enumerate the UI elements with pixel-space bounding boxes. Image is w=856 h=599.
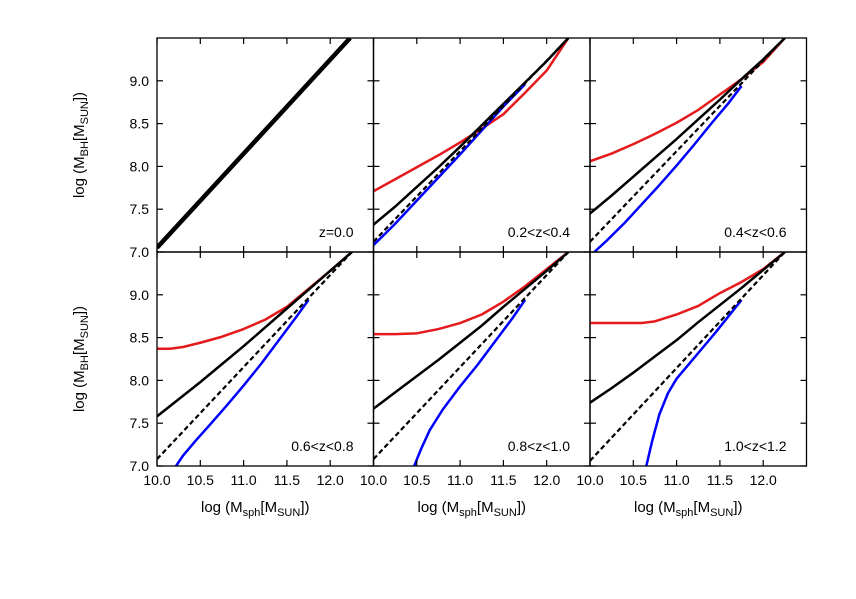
y-tick-label: 8.0 [130, 372, 150, 388]
y-tick-label: 8.5 [130, 330, 150, 346]
series-line-4 [373, 38, 570, 243]
y-tick-label: 9.0 [130, 73, 150, 89]
series-line-1 [373, 38, 570, 193]
x-axis-title-3: log (Msph[MSUN]) [634, 499, 743, 519]
series-line-4 [373, 252, 570, 460]
panel-6: 10.0 10.5 11.0 11.5 12.0 1.0<z<1.2 [576, 251, 808, 488]
x-tick-label: 10.5 [620, 472, 647, 488]
x-tick-label: 11.5 [490, 472, 516, 488]
panel-5: 10.0 10.5 11.0 11.5 12.0 0.8<z<1.0 [360, 251, 591, 488]
x-tick-label: 11.5 [274, 472, 300, 488]
x-tick-label: 10.0 [360, 472, 387, 488]
panel-series [157, 38, 352, 250]
x-axis-title-1: log (Msph[MSUN]) [201, 499, 310, 519]
x-tick-label: 12.0 [750, 472, 777, 488]
series-line-2 [590, 252, 786, 404]
panel-redshift-label: 0.6<z<0.8 [291, 438, 353, 454]
series-line-3 [593, 85, 743, 252]
series-line-3 [645, 299, 743, 466]
panel-series [373, 38, 570, 247]
panel-frame [372, 37, 591, 253]
series-line-1 [590, 38, 786, 163]
y-tick-label: 8.5 [130, 116, 150, 132]
panel-2: 0.2<z<0.4 [372, 37, 591, 253]
y-tick-label: 7.5 [130, 201, 150, 217]
panel-series [157, 252, 353, 466]
x-axis-title-2: log (Msph[MSUN]) [417, 499, 526, 519]
x-tick-label: 10.5 [403, 472, 430, 488]
series-line-2 [590, 38, 786, 215]
series-line-1 [157, 252, 353, 350]
series-line-2 [157, 252, 353, 418]
panel-series [373, 252, 570, 466]
series-line-3 [175, 299, 310, 466]
series-line-3 [413, 299, 527, 466]
panel-frame [589, 251, 808, 467]
series-line-2 [373, 252, 570, 410]
panel-frame [589, 37, 808, 253]
x-tick-label: 10.0 [576, 472, 603, 488]
panel-redshift-label: 0.4<z<0.6 [724, 224, 786, 240]
y-axis-title-bottom: log (MBH[MSUN]) [71, 306, 91, 412]
y-tick-label: 7.0 [130, 244, 150, 260]
x-tick-label: 12.0 [317, 472, 344, 488]
x-tick-label: 10.5 [187, 472, 214, 488]
x-tick-label: 11.0 [447, 472, 473, 488]
y-tick-label: 7.0 [130, 458, 150, 474]
panel-series [590, 252, 786, 466]
series-line-1 [157, 38, 352, 250]
series-line-2 [373, 38, 570, 226]
x-tick-label: 10.0 [143, 472, 170, 488]
panel-3: 0.4<z<0.6 [589, 37, 808, 253]
series-line-4 [590, 38, 786, 243]
panel-redshift-label: 0.8<z<1.0 [508, 438, 570, 454]
x-tick-label: 11.0 [230, 472, 256, 488]
y-axis-title-top: log (MBH[MSUN]) [71, 92, 91, 198]
series-line-1 [373, 252, 570, 336]
panel-1: 7.0 7.5 8.0 8.5 9.0 z=0.0 [130, 37, 375, 260]
series-line-4 [157, 252, 353, 460]
y-tick-label: 9.0 [130, 287, 150, 303]
panel-series [590, 38, 786, 252]
panel-frame [156, 37, 375, 253]
x-tick-label: 11.5 [707, 472, 733, 488]
x-tick-label: 11.0 [663, 472, 689, 488]
panel-redshift-label: 1.0<z<1.2 [724, 438, 786, 454]
y-tick-label: 7.5 [130, 415, 150, 431]
series-line-1 [590, 252, 786, 325]
panel-4: 7.0 7.5 8.0 8.5 9.0 10.0 10.5 11.0 11.5 12.0 0.6<z… [130, 251, 375, 488]
panel-redshift-label: 0.2<z<0.4 [508, 224, 570, 240]
panel-redshift-label: z=0.0 [319, 224, 354, 240]
x-tick-label: 12.0 [533, 472, 560, 488]
y-tick-label: 8.0 [130, 158, 150, 174]
series-line-4 [590, 252, 786, 462]
